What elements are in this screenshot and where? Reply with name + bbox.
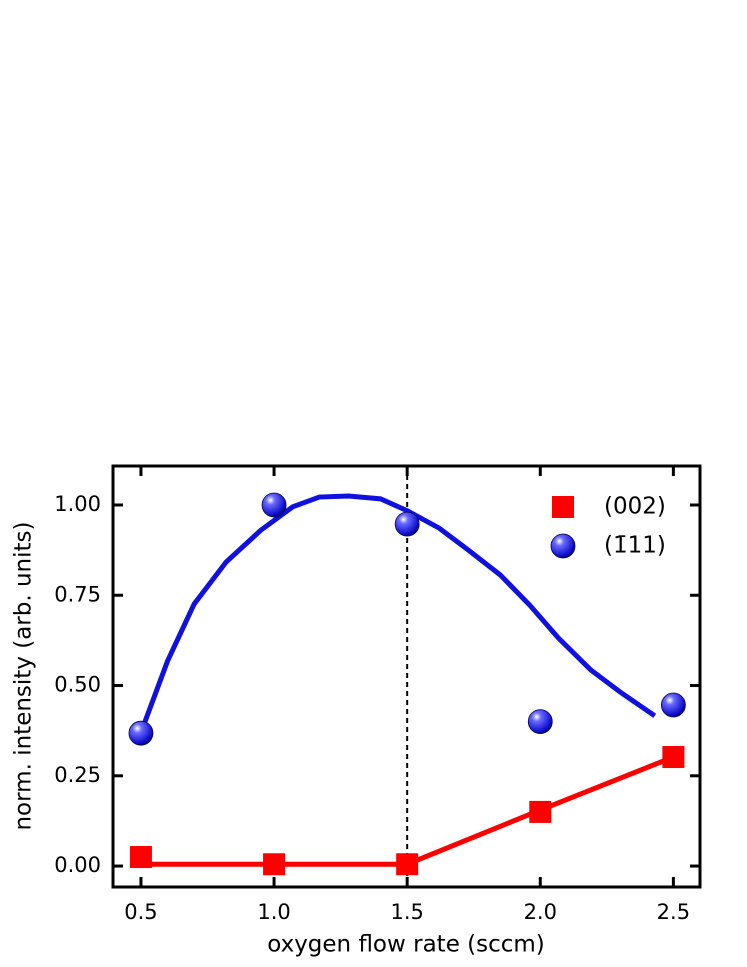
marker: [128, 720, 154, 746]
marker: [129, 846, 152, 869]
x-tick-label: 2.0: [524, 900, 557, 924]
marker: [660, 692, 686, 718]
x-tick-label: 1.0: [257, 900, 290, 924]
x-tick-label: 2.5: [657, 900, 690, 924]
x-axis-label: oxygen flow rate (sccm): [267, 932, 545, 958]
plot-frame: [111, 464, 702, 889]
marker: [263, 853, 286, 876]
marker: [662, 746, 685, 769]
y-tick-label: 0.50: [54, 673, 101, 697]
legend-marker: [550, 533, 576, 559]
fit-line: [138, 493, 657, 734]
marker: [261, 492, 287, 518]
marker: [527, 709, 553, 735]
x-tick-label: 0.5: [124, 900, 157, 924]
legend-label: (1̄11): [604, 533, 666, 559]
y-tick-label: 1.00: [54, 492, 101, 516]
marker: [396, 853, 419, 876]
marker: [394, 511, 420, 537]
y-tick-label: 0.75: [54, 582, 101, 606]
y-axis-label: norm. intensity (arb. units): [11, 521, 37, 830]
x-tick-label: 1.5: [390, 900, 423, 924]
y-tick-label: 0.25: [54, 763, 101, 787]
legend-marker: [552, 496, 574, 518]
y-tick-label: 0.00: [54, 853, 101, 877]
marker: [529, 800, 552, 823]
legend-label: (002): [604, 494, 666, 520]
